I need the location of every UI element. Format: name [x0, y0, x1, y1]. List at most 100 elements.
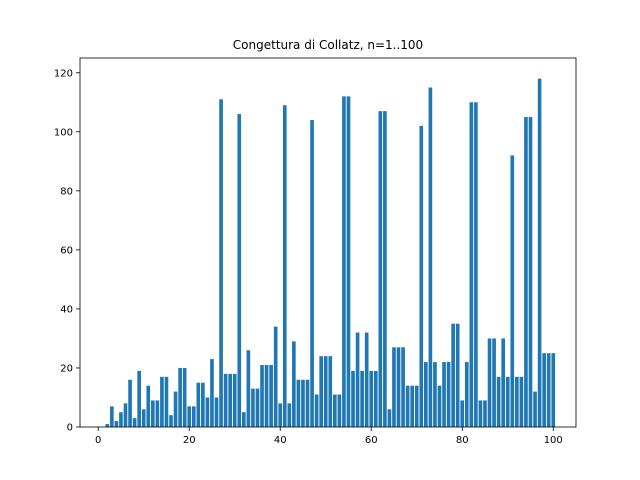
bar — [251, 388, 255, 427]
bar — [141, 409, 146, 427]
bar — [373, 370, 378, 427]
bar — [342, 96, 346, 427]
bar — [460, 400, 465, 427]
bar — [150, 400, 155, 427]
bar — [396, 347, 401, 427]
bar — [492, 338, 496, 427]
bar — [187, 406, 192, 427]
y-tick-label: 120 — [54, 68, 73, 79]
bar — [387, 409, 392, 427]
bar — [210, 359, 214, 427]
bar — [437, 385, 442, 427]
bar — [282, 105, 287, 427]
bar — [228, 373, 232, 427]
bar — [501, 338, 506, 427]
bar — [119, 412, 123, 427]
bar — [287, 403, 292, 427]
bar — [428, 87, 433, 428]
x-tick-label: 40 — [274, 435, 287, 446]
bar — [242, 412, 246, 427]
bar — [392, 347, 396, 427]
bar — [128, 379, 132, 427]
bar — [337, 394, 342, 427]
bar — [446, 362, 451, 427]
bar — [196, 382, 201, 427]
bar — [378, 111, 383, 427]
bar — [319, 356, 323, 427]
bar — [219, 99, 223, 427]
bar — [410, 385, 414, 427]
bar — [323, 356, 328, 427]
bar — [364, 332, 369, 427]
bar — [178, 367, 182, 427]
bar — [533, 391, 537, 427]
bar — [214, 397, 219, 427]
bar — [505, 376, 510, 427]
bar — [551, 353, 556, 427]
bar — [424, 362, 428, 427]
bar — [264, 365, 269, 427]
bar — [292, 341, 296, 427]
bar — [455, 323, 460, 427]
plot-frame — [79, 57, 577, 428]
bar — [451, 323, 455, 427]
bar — [542, 353, 546, 427]
bars-group — [105, 78, 556, 428]
bar — [160, 376, 164, 427]
bar — [191, 406, 196, 427]
bar — [328, 356, 333, 427]
bar — [169, 415, 173, 427]
bar — [546, 353, 551, 427]
bar — [201, 382, 205, 427]
bar — [205, 397, 210, 427]
bar — [401, 347, 405, 427]
bar — [132, 418, 137, 427]
bar — [237, 114, 242, 427]
y-tick-label: 60 — [60, 245, 73, 256]
bar — [474, 102, 478, 427]
bar — [260, 365, 264, 427]
bar — [464, 362, 469, 427]
bar — [146, 385, 151, 427]
y-axis-ticks: 0 20 40 60 80 100 120 — [54, 68, 80, 434]
bar — [232, 373, 237, 427]
x-tick-label: 80 — [456, 435, 469, 446]
y-tick-label: 80 — [60, 186, 73, 197]
bar — [305, 379, 310, 427]
bar — [182, 367, 187, 427]
bar — [164, 376, 169, 427]
bar — [255, 388, 260, 427]
bar — [155, 400, 160, 427]
x-tick-label: 0 — [95, 435, 101, 446]
bar — [442, 362, 446, 427]
bar — [314, 394, 319, 427]
bar — [296, 379, 301, 427]
bar — [355, 332, 360, 427]
bar — [483, 400, 487, 427]
bar — [383, 111, 387, 427]
bar — [246, 350, 251, 427]
bar — [414, 385, 419, 427]
bar — [510, 155, 515, 428]
bar — [351, 370, 355, 427]
bar — [273, 326, 278, 427]
y-tick-label: 20 — [60, 363, 73, 374]
bar — [310, 119, 314, 428]
bar — [110, 406, 114, 427]
bar — [528, 117, 533, 427]
bar — [405, 385, 410, 427]
bar — [524, 117, 528, 427]
bar — [487, 338, 492, 427]
bar — [419, 125, 424, 428]
bar — [346, 96, 351, 427]
bar — [369, 370, 374, 427]
bar — [478, 400, 483, 427]
bar — [173, 391, 178, 427]
x-tick-label: 60 — [365, 435, 378, 446]
bar — [301, 379, 305, 427]
bar — [269, 365, 273, 427]
y-tick-label: 40 — [60, 304, 73, 315]
bar — [519, 376, 524, 427]
